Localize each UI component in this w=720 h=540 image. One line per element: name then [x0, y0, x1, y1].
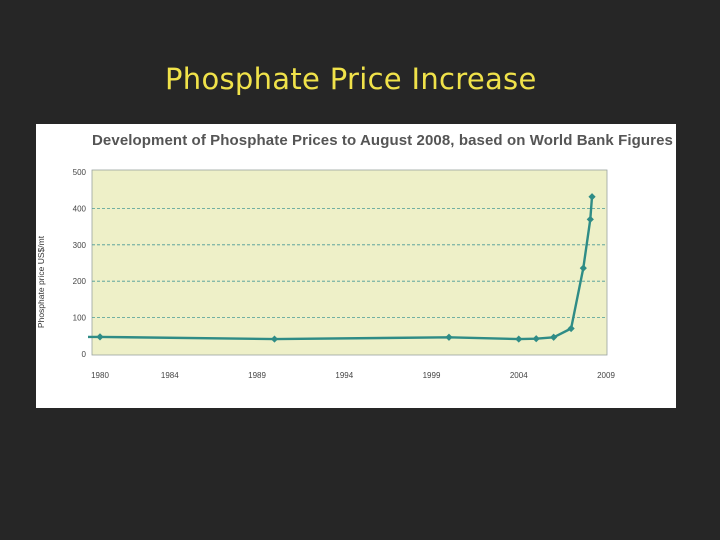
y-tick-label: 200 — [73, 277, 87, 286]
slide-title: Phosphate Price Increase — [165, 62, 537, 96]
chart-svg: 0 100 200 300 400 500 1980 1984 1989 1994 1999 200… — [36, 168, 615, 380]
x-tick-label: 1994 — [335, 371, 353, 380]
y-tick-label: 500 — [73, 168, 87, 177]
x-axis-ticks: 1980 1984 1989 1994 1999 2004 2009 — [91, 371, 615, 380]
data-point — [515, 335, 523, 343]
x-tick-label: 1984 — [161, 371, 179, 380]
x-tick-label: 1989 — [248, 371, 266, 380]
y-tick-label: 100 — [73, 314, 87, 323]
x-tick-label: 2009 — [597, 371, 615, 380]
x-tick-label: 1980 — [91, 371, 109, 380]
y-tick-label: 300 — [73, 241, 87, 250]
plot-area — [91, 169, 608, 356]
grid-lines — [92, 208, 607, 319]
y-tick-label: 0 — [82, 350, 87, 359]
chart-panel: Development of Phosphate Prices to Augus… — [36, 124, 676, 408]
x-tick-label: 1999 — [423, 371, 441, 380]
data-point — [579, 264, 587, 272]
x-tick-label: 2004 — [510, 371, 528, 380]
data-point — [586, 215, 594, 223]
y-axis-ticks: 0 100 200 300 400 500 — [73, 168, 87, 359]
y-tick-label: 400 — [73, 204, 87, 213]
y-axis-label: Phosphate price US$/mt — [36, 235, 46, 328]
chart-title: Development of Phosphate Prices to Augus… — [92, 132, 673, 149]
